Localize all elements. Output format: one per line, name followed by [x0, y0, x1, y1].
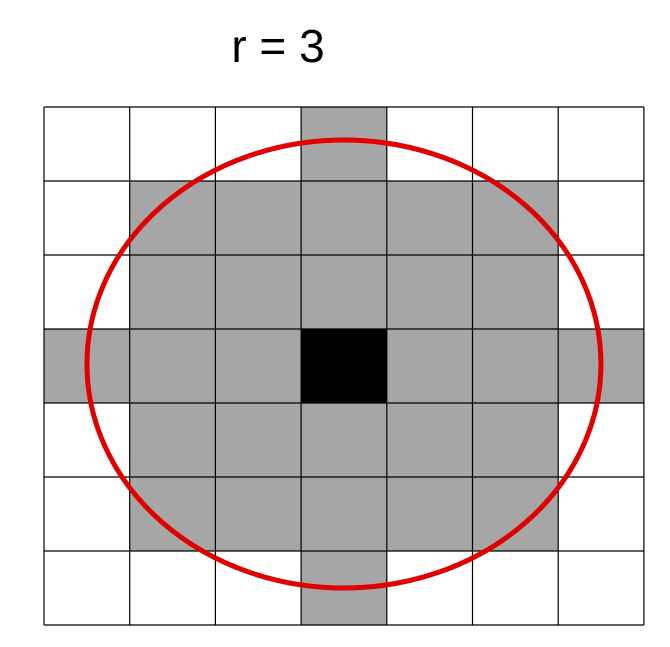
grid-cell-neighborhood	[301, 403, 387, 477]
grid-cell-neighborhood	[215, 255, 302, 329]
grid-cell-neighborhood	[129, 255, 216, 329]
grid-cell-neighborhood	[215, 329, 302, 403]
grid-cell-empty	[558, 107, 644, 181]
grid-cell-empty	[558, 477, 644, 551]
grid-cell-neighborhood	[386, 477, 473, 551]
grid-cell-empty	[558, 181, 644, 255]
grid-cell-neighborhood	[129, 403, 216, 477]
grid-cell-empty	[44, 477, 130, 551]
grid-cell-neighborhood	[386, 403, 473, 477]
grid-cell-empty	[129, 107, 216, 181]
grid-cell-neighborhood	[472, 329, 559, 403]
grid-cell-neighborhood	[472, 255, 559, 329]
grid-cell-neighborhood	[215, 181, 302, 255]
grid-lines	[43, 106, 645, 626]
grid-cell-empty	[558, 551, 644, 625]
grid-cell-neighborhood	[129, 181, 216, 255]
grid-cell-neighborhood	[386, 181, 473, 255]
grid-cell-empty	[44, 181, 130, 255]
grid-cell-neighborhood	[472, 477, 559, 551]
grid-cell-neighborhood	[472, 403, 559, 477]
radius-circle	[84, 137, 604, 591]
grid-cell-empty	[558, 255, 644, 329]
grid-cell-neighborhood	[129, 477, 216, 551]
grid-cell-neighborhood	[129, 329, 216, 403]
grid-cell-neighborhood	[472, 181, 559, 255]
grid-cell-empty	[44, 551, 130, 625]
grid-cell-empty	[472, 107, 559, 181]
grid-cell-neighborhood	[301, 477, 387, 551]
grid-cell-neighborhood	[301, 107, 387, 181]
grid-cell-neighborhood	[215, 477, 302, 551]
grid-cell-center	[301, 329, 387, 403]
grid-cell-neighborhood	[215, 403, 302, 477]
grid-cell-neighborhood	[301, 255, 387, 329]
grid-cell-neighborhood	[386, 255, 473, 329]
grid-cell-empty	[44, 255, 130, 329]
diagram-title: r = 3	[231, 20, 325, 72]
grid-cell-empty	[44, 107, 130, 181]
grid-cell-empty	[129, 551, 216, 625]
grid-cell-empty	[472, 551, 559, 625]
grid-cells	[44, 107, 644, 625]
grid-cell-neighborhood	[386, 329, 473, 403]
grid-cell-neighborhood	[301, 181, 387, 255]
